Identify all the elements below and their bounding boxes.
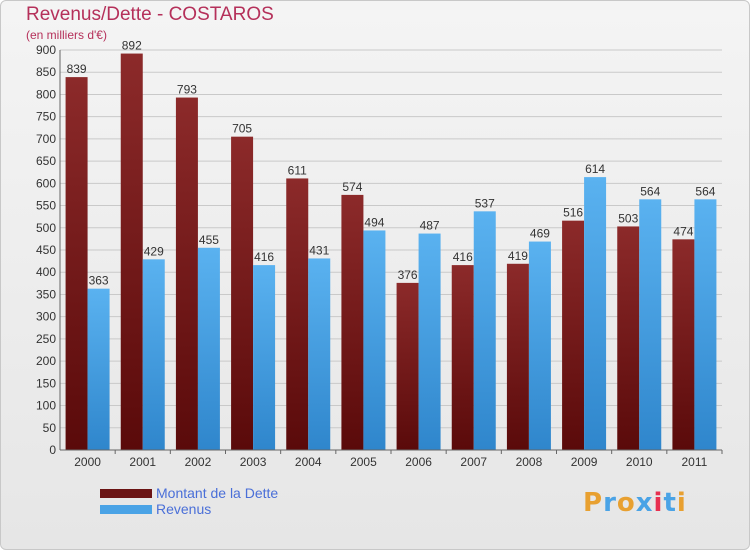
x-tick-label: 2006	[405, 455, 432, 469]
bar-dette	[231, 136, 254, 450]
bar-dette	[341, 194, 364, 450]
data-label: 564	[640, 184, 660, 198]
x-tick-label: 2007	[460, 455, 487, 469]
y-tick-label: 450	[36, 243, 56, 257]
bar-dette	[506, 263, 529, 450]
legend-label-dette: Montant de la Dette	[156, 485, 279, 501]
proxiti-logo: Proxiti	[583, 488, 687, 518]
data-label: 416	[453, 250, 473, 264]
data-label: 503	[618, 211, 638, 225]
bar-revenus	[418, 233, 441, 450]
logo-letter: x	[635, 488, 654, 518]
bar-dette	[451, 265, 474, 450]
y-tick-label: 500	[36, 221, 56, 235]
legend-label-revenus: Revenus	[156, 501, 212, 517]
data-label: 376	[398, 268, 418, 282]
data-label: 494	[364, 215, 384, 229]
y-tick-label: 700	[36, 132, 56, 146]
data-label: 469	[530, 227, 550, 241]
bar-revenus	[584, 177, 607, 450]
data-label: 564	[695, 184, 715, 198]
x-tick-label: 2005	[350, 455, 377, 469]
x-tick-label: 2002	[185, 455, 212, 469]
data-label: 574	[342, 180, 362, 194]
logo-letter: i	[653, 488, 664, 518]
x-tick-label: 2011	[682, 455, 708, 469]
data-label: 416	[254, 250, 274, 264]
legend-swatch-dette	[100, 489, 152, 498]
x-tick-label: 2003	[240, 455, 267, 469]
bar-revenus	[142, 259, 165, 450]
y-tick-label: 250	[36, 332, 56, 346]
bar-revenus	[639, 199, 662, 450]
y-tick-label: 600	[36, 176, 56, 190]
x-tick-label: 2009	[571, 455, 598, 469]
y-tick-label: 200	[36, 354, 56, 368]
chart-title: Revenus/Dette - COSTAROS	[26, 4, 274, 25]
bar-revenus	[253, 265, 276, 450]
y-tick-label: 900	[36, 43, 56, 57]
data-label: 431	[309, 243, 329, 257]
y-tick-label: 100	[36, 399, 56, 413]
bar-revenus	[528, 241, 551, 450]
bar-dette	[396, 282, 419, 450]
data-label: 429	[144, 244, 164, 258]
x-tick-label: 2001	[129, 455, 156, 469]
y-tick-label: 750	[36, 110, 56, 124]
y-tick-label: 650	[36, 154, 56, 168]
data-label: 419	[508, 249, 528, 263]
bar-dette	[672, 239, 695, 450]
bar-dette	[562, 220, 585, 450]
bar-revenus	[308, 258, 331, 450]
data-label: 614	[585, 162, 605, 176]
y-tick-label: 550	[36, 199, 56, 213]
y-tick-label: 800	[36, 87, 56, 101]
x-tick-label: 2004	[295, 455, 322, 469]
bar-dette	[65, 77, 88, 450]
data-label: 474	[673, 224, 693, 238]
data-label: 363	[89, 274, 109, 288]
data-label: 892	[122, 39, 142, 53]
bar-dette	[120, 53, 143, 451]
y-tick-label: 150	[36, 376, 56, 390]
y-tick-label: 0	[49, 443, 56, 457]
bar-revenus	[473, 211, 496, 450]
data-label: 705	[232, 122, 252, 136]
data-label: 839	[67, 62, 87, 76]
logo-letter: o	[616, 488, 636, 518]
logo-letter: P	[583, 488, 604, 518]
y-tick-label: 400	[36, 265, 56, 279]
data-label: 487	[420, 219, 440, 233]
y-tick-label: 50	[43, 421, 57, 435]
data-label: 516	[563, 206, 583, 220]
chart-subtitle: (en milliers d'€)	[26, 28, 107, 42]
x-tick-label: 2008	[516, 455, 543, 469]
data-label: 537	[475, 196, 495, 210]
bar-revenus	[87, 288, 110, 450]
x-tick-label: 2000	[74, 455, 101, 469]
y-tick-label: 350	[36, 287, 56, 301]
logo-letter: i	[676, 488, 687, 518]
logo-letter: r	[603, 488, 617, 518]
bar-revenus	[197, 247, 220, 450]
data-label: 793	[177, 83, 197, 97]
bar-dette	[617, 226, 640, 450]
logo-letter: t	[663, 488, 677, 518]
y-tick-label: 850	[36, 65, 56, 79]
y-tick-label: 300	[36, 310, 56, 324]
data-label: 611	[288, 163, 307, 177]
data-label: 455	[199, 233, 219, 247]
bar-dette	[175, 97, 198, 451]
bar-revenus	[363, 230, 386, 450]
legend-swatch-revenus	[100, 505, 152, 514]
bar-dette	[286, 178, 309, 450]
x-tick-label: 2010	[626, 455, 653, 469]
bar-revenus	[694, 199, 717, 450]
